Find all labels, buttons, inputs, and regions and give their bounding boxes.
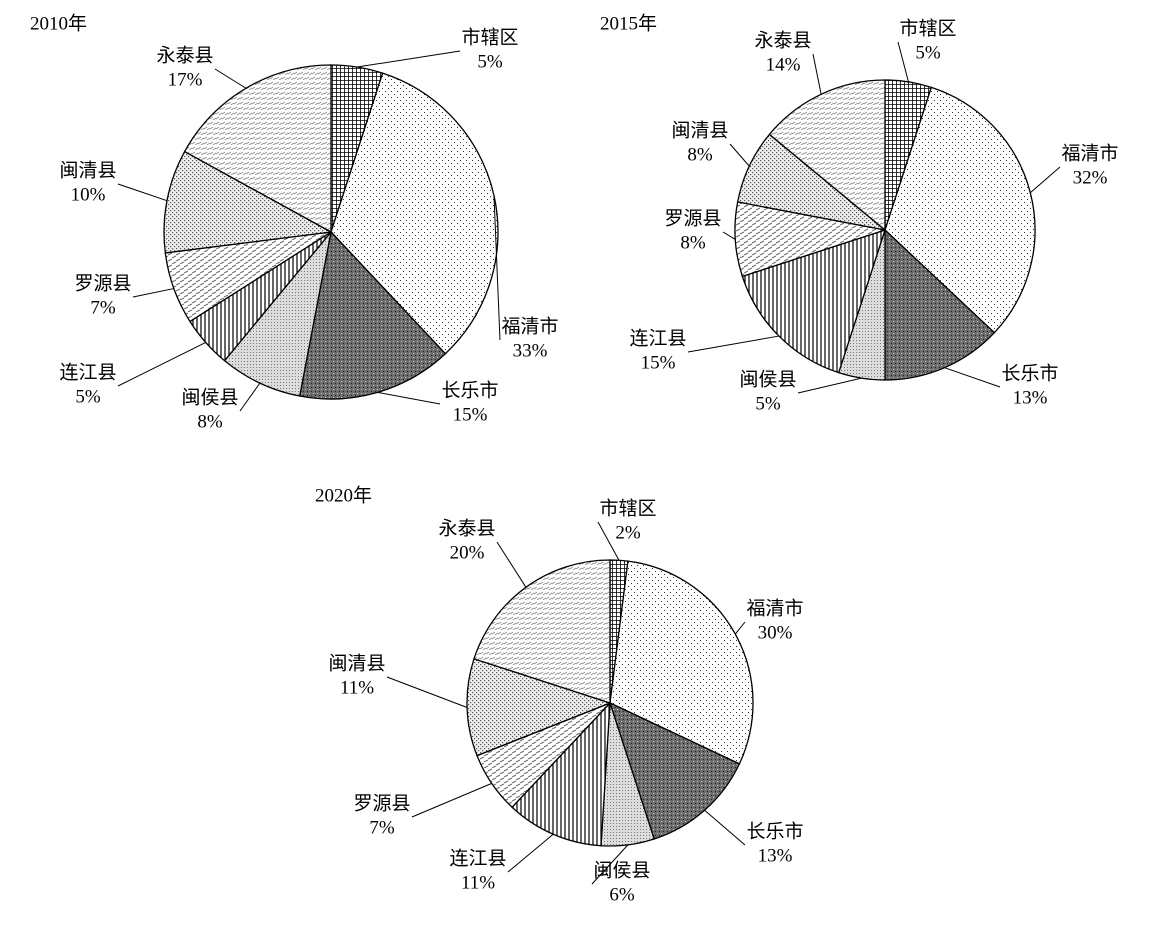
chart-title: 2010年 xyxy=(30,12,87,34)
slice-value-label: 14% xyxy=(766,54,801,75)
pie-slice xyxy=(183,64,332,234)
slice-value-label: 8% xyxy=(680,232,706,253)
pie-slice xyxy=(473,559,611,704)
slice-label: 长乐市 xyxy=(746,820,803,842)
slice-value-label: 5% xyxy=(915,42,941,63)
slice-value-label: 33% xyxy=(513,340,548,361)
slice-label: 罗源县 xyxy=(664,207,721,229)
slice-value-label: 8% xyxy=(197,411,223,432)
slice-label: 闽清县 xyxy=(59,159,116,181)
slice-value-label: 15% xyxy=(641,352,676,373)
slice-label: 连江县 xyxy=(629,327,686,349)
pie-slice xyxy=(609,560,754,765)
leader-line xyxy=(722,231,736,240)
leader-line xyxy=(411,782,492,818)
slice-value-label: 5% xyxy=(477,51,503,72)
slice-label: 闽侯县 xyxy=(739,368,796,390)
chart-title: 2015年 xyxy=(600,12,657,34)
slice-value-label: 20% xyxy=(450,542,485,563)
slice-value-label: 13% xyxy=(758,845,793,866)
pie-slice xyxy=(884,86,1036,334)
leader-line xyxy=(1029,166,1061,194)
leader-line xyxy=(597,521,620,561)
slice-label: 闽清县 xyxy=(328,652,385,674)
slice-value-label: 8% xyxy=(687,144,713,165)
slice-value-label: 13% xyxy=(1013,387,1048,408)
slice-label: 闽清县 xyxy=(671,119,728,141)
leader-line xyxy=(357,50,461,68)
pie-slice xyxy=(163,150,334,254)
slice-label: 连江县 xyxy=(449,847,506,869)
leader-line xyxy=(812,53,822,95)
slice-label: 市辖区 xyxy=(461,26,518,48)
slice-value-label: 30% xyxy=(758,622,793,643)
pie-slice xyxy=(511,701,611,847)
slice-label: 连江县 xyxy=(59,361,116,383)
leader-line xyxy=(493,195,501,341)
leader-line xyxy=(797,377,862,394)
pie-slice xyxy=(298,230,447,400)
leader-line xyxy=(117,341,206,387)
chart-title: 2020年 xyxy=(315,484,372,506)
leader-line xyxy=(386,676,468,708)
leader-line xyxy=(496,541,527,588)
slice-value-label: 2% xyxy=(615,522,641,543)
slice-value-label: 15% xyxy=(453,404,488,425)
leader-line xyxy=(507,833,554,873)
leader-line xyxy=(117,183,168,202)
slice-value-label: 7% xyxy=(369,817,395,838)
slice-label: 永泰县 xyxy=(156,44,213,66)
slice-value-label: 6% xyxy=(609,884,635,905)
leader-line xyxy=(591,844,629,885)
slice-value-label: 7% xyxy=(90,297,116,318)
slice-label: 闽侯县 xyxy=(593,859,650,881)
slice-value-label: 5% xyxy=(755,393,781,414)
slice-label: 福清市 xyxy=(1061,142,1118,164)
slice-value-label: 11% xyxy=(461,872,495,893)
pie-slice xyxy=(884,228,996,381)
leader-line xyxy=(734,621,746,635)
slice-label: 福清市 xyxy=(501,315,558,337)
slice-label: 永泰县 xyxy=(754,29,811,51)
leader-line xyxy=(132,288,174,298)
leader-line xyxy=(704,809,746,846)
slice-label: 福清市 xyxy=(746,597,803,619)
pie-slice xyxy=(741,228,887,374)
leader-line xyxy=(239,382,261,412)
slice-label: 罗源县 xyxy=(353,792,410,814)
slice-label: 罗源县 xyxy=(74,272,131,294)
slice-value-label: 5% xyxy=(75,386,101,407)
slice-label: 长乐市 xyxy=(1001,362,1058,384)
slice-value-label: 32% xyxy=(1073,167,1108,188)
slice-value-label: 11% xyxy=(340,677,374,698)
slice-label: 长乐市 xyxy=(441,379,498,401)
leader-line xyxy=(377,391,441,405)
leader-line xyxy=(214,68,247,89)
slice-label: 市辖区 xyxy=(599,497,656,519)
slice-label: 市辖区 xyxy=(899,17,956,39)
slice-value-label: 10% xyxy=(71,184,106,205)
pie-slice xyxy=(466,657,612,757)
pie-slice xyxy=(768,79,886,232)
slice-label: 闽侯县 xyxy=(181,386,238,408)
slice-label: 永泰县 xyxy=(438,517,495,539)
leader-line xyxy=(687,335,780,353)
leader-line xyxy=(944,367,1001,388)
leader-line xyxy=(897,41,909,82)
pie-slice xyxy=(608,701,741,840)
leader-line xyxy=(729,143,750,167)
slice-value-label: 17% xyxy=(168,69,203,90)
